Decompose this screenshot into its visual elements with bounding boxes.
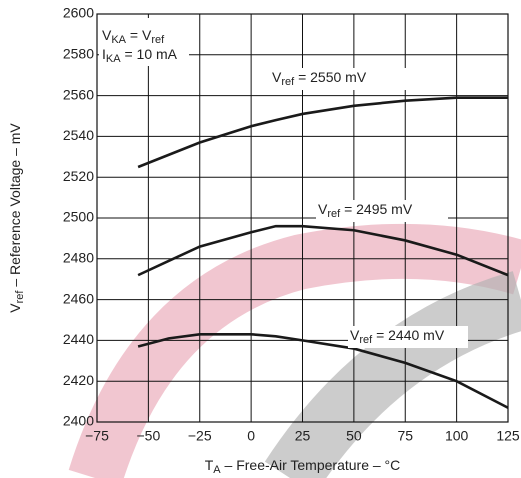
x-tick-label: −25 (188, 428, 212, 444)
annotation-sub: KA (111, 34, 126, 46)
annotation-part: V (102, 27, 112, 43)
x-axis-title: TA​ – Free-Air Temperature – °C (205, 457, 401, 476)
line-series (137, 332, 509, 409)
label-background (316, 200, 448, 222)
y-tick-label: 2600 (63, 5, 94, 21)
series-label-sub: ref (281, 76, 295, 88)
y-tick-label: 2440 (63, 331, 94, 347)
series-label: Vref​ = 2440 mV (350, 327, 445, 346)
x-tick-label: −75 (85, 428, 109, 444)
series-label-part: V (350, 327, 360, 343)
series-label: Vref​ = 2495 mV (318, 201, 413, 220)
y-tick-label: 2400 (63, 413, 94, 429)
y-tick-label: 2460 (63, 290, 94, 306)
x-tick-label: 25 (295, 428, 311, 444)
line-series (137, 224, 509, 277)
y-tick-label: 2520 (63, 168, 94, 184)
annotation-part: = V (126, 27, 152, 43)
series-label-part: V (272, 69, 282, 85)
annotation-sub: ref (151, 34, 165, 46)
series-label-sub: ref (327, 208, 341, 220)
y-axis-title-sub: ref (14, 290, 26, 304)
label-background (348, 326, 468, 348)
x-tick-label: 125 (496, 428, 520, 444)
x-tick-label: −50 (137, 428, 161, 444)
y-tick-label: 2500 (63, 209, 94, 225)
x-tick-label: 100 (445, 428, 469, 444)
series-label-sub: ref (359, 334, 373, 346)
annotation: IKA​ = 10 mA (102, 46, 178, 65)
series-label-part: = 2550 mV (294, 69, 367, 85)
annotation-part: = 10 mA (121, 46, 178, 62)
x-tick-label: 75 (397, 428, 413, 444)
x-axis-title-part: – Free-Air Temperature – °C (221, 457, 401, 473)
y-tick-label: 2560 (63, 86, 94, 102)
annotation-background (99, 18, 189, 66)
line-series (137, 96, 508, 169)
y-axis-title: Vref​ – Reference Voltage – mV (7, 123, 26, 313)
y-tick-label: 2580 (63, 46, 94, 62)
series-label-part: = 2440 mV (372, 327, 445, 343)
series-label-part: = 2495 mV (340, 201, 413, 217)
x-tick-label: 0 (247, 428, 255, 444)
x-axis-title-sub: A (213, 464, 221, 476)
y-axis-title-part: V (7, 303, 23, 313)
series-label: Vref​ = 2550 mV (272, 69, 367, 88)
y-axis-title-part: – Reference Voltage – mV (7, 123, 23, 291)
x-axis-title-part: T (205, 457, 214, 473)
y-tick-label: 2540 (63, 127, 94, 143)
annotation-part: I (102, 46, 106, 62)
x-tick-label: 50 (346, 428, 362, 444)
y-tick-label: 2420 (63, 372, 94, 388)
annotation: VKA​ = Vref​ (102, 27, 165, 46)
annotation-sub: KA (106, 53, 121, 65)
series-label-part: V (318, 201, 328, 217)
y-tick-label: 2480 (63, 250, 94, 266)
watermark (264, 271, 521, 478)
label-background (270, 68, 415, 90)
